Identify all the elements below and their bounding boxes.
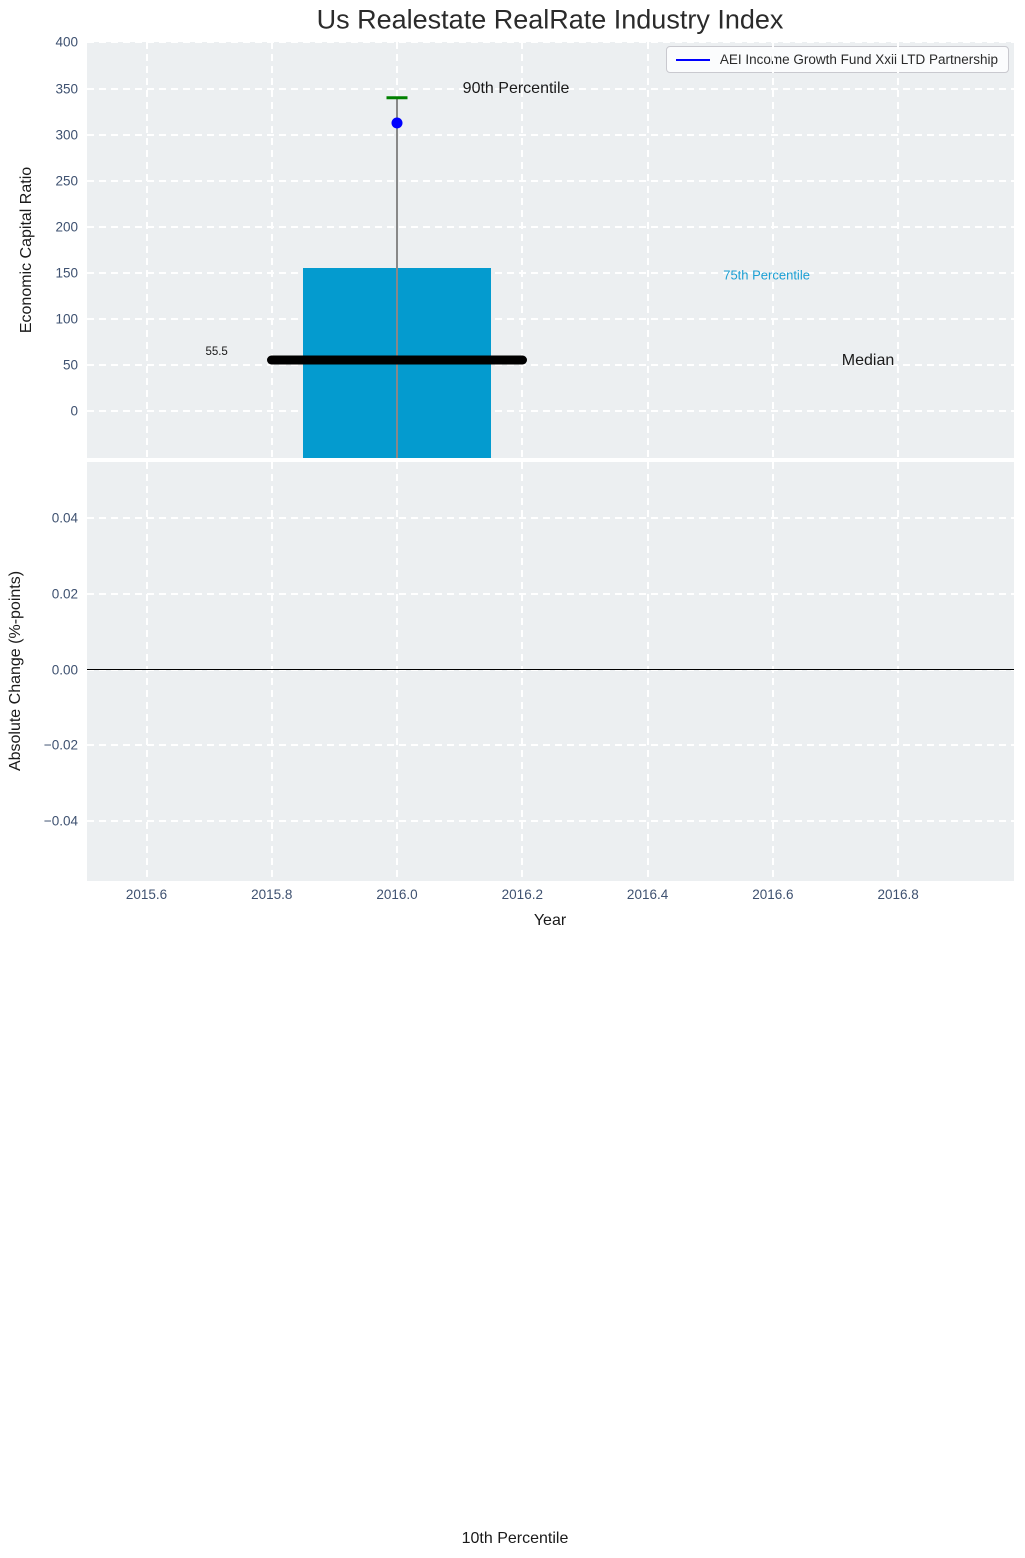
gridline	[87, 410, 1014, 412]
y-tick-label: 100	[55, 311, 78, 327]
zero-line	[87, 669, 1014, 671]
gridline	[87, 271, 1014, 274]
gridline	[87, 87, 1014, 90]
chart-title: Us Realestate RealRate Industry Index	[316, 4, 784, 35]
y-tick-label: 200	[55, 219, 78, 235]
annotation-90th-percentile: 90th Percentile	[462, 79, 570, 97]
whisker-line	[396, 97, 398, 458]
x-tick-label: 2016.6	[752, 887, 794, 902]
y-tick-label: 300	[55, 127, 78, 143]
gridline	[521, 462, 524, 881]
gridline	[897, 462, 900, 881]
annotation-median: Median	[841, 351, 895, 369]
y-tick-label: 0	[70, 403, 78, 419]
gridline	[771, 42, 774, 458]
gridline	[897, 42, 900, 458]
y-tick-label: 0.04	[51, 510, 78, 526]
x-tick-label: 2016.8	[877, 887, 919, 902]
gridline	[87, 593, 1014, 596]
gridline	[646, 42, 649, 458]
x-tick-label: 2016.0	[376, 887, 418, 902]
gridline	[771, 462, 774, 881]
gridline	[87, 820, 1014, 823]
gridline	[87, 42, 1014, 44]
bottom-axes-absolute-change	[87, 462, 1014, 881]
y-tick-label: 0.02	[51, 586, 78, 602]
legend-line-icon	[675, 58, 710, 61]
top-axes-economic-capital-ratio: AEI Income Growth Fund Xxii LTD Partners…	[87, 42, 1014, 458]
company-marker	[391, 117, 403, 129]
gridline	[87, 317, 1014, 320]
gridline	[87, 225, 1014, 228]
y-axis-label-bottom: Absolute Change (%-points)	[7, 570, 24, 772]
gridline	[270, 42, 273, 458]
y-tick-label: 150	[55, 265, 78, 281]
gridline	[87, 133, 1014, 136]
gridline	[87, 744, 1014, 747]
y-tick-label: 0.00	[51, 662, 78, 678]
x-axis-label: Year	[533, 912, 567, 929]
y-tick-label: −0.02	[43, 737, 78, 753]
gridline	[396, 462, 399, 881]
gridline	[87, 363, 1014, 366]
gridline	[87, 179, 1014, 182]
annotation-75th-percentile: 75th Percentile	[723, 267, 810, 283]
y-tick-label: 50	[62, 357, 78, 373]
annotation-55-5: 55.5	[205, 346, 228, 359]
p90-cap-line	[386, 95, 408, 100]
y-tick-label: −0.04	[43, 813, 78, 829]
legend-label: AEI Income Growth Fund Xxii LTD Partners…	[719, 52, 998, 67]
y-tick-label: 350	[55, 81, 78, 97]
gridline	[521, 42, 524, 458]
y-tick-label: 250	[55, 173, 78, 189]
legend: AEI Income Growth Fund Xxii LTD Partners…	[665, 46, 1009, 73]
x-tick-label: 2016.2	[501, 887, 543, 902]
y-tick-label: 400	[55, 34, 78, 50]
y-axis-label-top: Economic Capital Ratio	[18, 166, 35, 334]
gridline	[87, 517, 1014, 520]
annotation-10th-percentile: 10th Percentile	[461, 1530, 569, 1547]
median-line	[267, 355, 527, 365]
x-tick-label: 2015.8	[251, 887, 293, 902]
gridline	[145, 42, 148, 458]
x-tick-label: 2015.6	[125, 887, 168, 902]
gridline	[270, 462, 273, 881]
x-tick-label: 2016.4	[626, 887, 669, 902]
gridline	[145, 462, 148, 881]
gridline	[646, 462, 649, 881]
